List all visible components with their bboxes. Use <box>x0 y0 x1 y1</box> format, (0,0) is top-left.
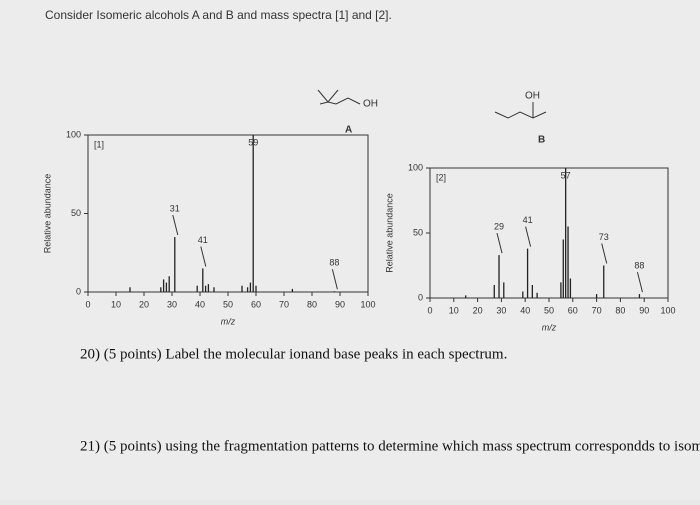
question: 21) (5 points) using the fragmentation p… <box>80 438 700 454</box>
x-tick-label: 70 <box>592 305 602 315</box>
peak-arrow <box>331 269 338 290</box>
x-axis-label: m/z <box>221 316 236 326</box>
peak-arrow <box>601 243 608 264</box>
molecule-b-label: B <box>538 135 545 146</box>
peak-label: 88 <box>329 258 339 268</box>
y-axis-label: Relative abundance <box>384 193 394 273</box>
y-tick-label: 50 <box>413 227 423 237</box>
x-tick-label: 70 <box>279 299 289 309</box>
header-title: Consider Isomeric alcohols A and B and m… <box>45 8 392 22</box>
question: 20) (5 points) Label the molecular ionan… <box>80 346 507 362</box>
x-tick-label: 10 <box>111 299 121 309</box>
x-tick-label: 20 <box>139 299 149 309</box>
x-tick-label: 90 <box>335 299 345 309</box>
peak-label: 73 <box>599 232 609 242</box>
chart-title: [2] <box>436 172 446 182</box>
x-tick-label: 100 <box>660 305 675 315</box>
x-tick-label: 20 <box>473 305 483 315</box>
peak-label: 41 <box>198 235 208 245</box>
x-tick-label: 50 <box>544 305 554 315</box>
peak-arrow <box>496 232 503 254</box>
peak-label: 59 <box>248 137 258 147</box>
y-tick-label: 100 <box>66 129 81 139</box>
x-tick-label: 0 <box>85 299 90 309</box>
peak-arrow <box>200 246 207 267</box>
x-tick-label: 60 <box>568 305 578 315</box>
x-tick-label: 80 <box>307 299 317 309</box>
x-tick-label: 40 <box>520 305 530 315</box>
x-tick-label: 10 <box>449 305 459 315</box>
peak-arrow <box>172 214 179 236</box>
peak-arrow <box>636 271 643 293</box>
y-tick-label: 50 <box>71 208 81 218</box>
x-tick-label: 30 <box>496 305 506 315</box>
molecule-a-label: A <box>345 125 352 136</box>
x-tick-label: 80 <box>615 305 625 315</box>
molecule-a-chain <box>319 97 361 105</box>
peak-label: 29 <box>494 221 504 231</box>
peak-label: 57 <box>561 170 571 180</box>
peak-label: 31 <box>170 203 180 213</box>
y-tick-label: 0 <box>76 286 81 296</box>
peak-label: 88 <box>634 260 644 270</box>
peak-label: 41 <box>523 215 533 225</box>
molecule-b-oh: OH <box>525 91 540 102</box>
x-tick-label: 0 <box>427 305 432 315</box>
x-axis-label: m/z <box>542 322 557 332</box>
x-tick-label: 50 <box>223 299 233 309</box>
molecule-a-oh: OH <box>363 99 378 110</box>
x-tick-label: 100 <box>360 299 375 309</box>
molecule-b <box>494 111 547 119</box>
x-tick-label: 30 <box>167 299 177 309</box>
x-tick-label: 40 <box>195 299 205 309</box>
y-tick-label: 100 <box>408 162 423 172</box>
chart-title: [1] <box>94 139 104 149</box>
x-tick-label: 60 <box>251 299 261 309</box>
peak-arrow <box>525 226 532 247</box>
x-tick-label: 90 <box>639 305 649 315</box>
y-axis-label: Relative abundance <box>42 174 52 254</box>
y-tick-label: 0 <box>418 292 423 302</box>
